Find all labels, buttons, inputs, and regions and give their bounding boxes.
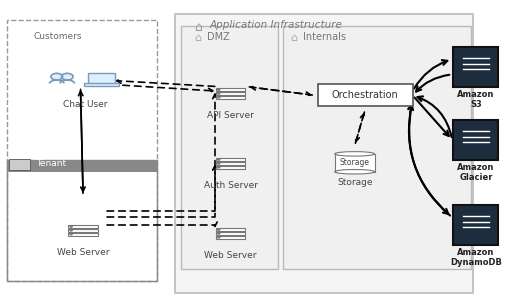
Bar — [216, 162, 245, 165]
Text: DMZ: DMZ — [207, 33, 230, 42]
Text: Amazon
Glacier: Amazon Glacier — [457, 163, 494, 182]
Text: ⌂: ⌂ — [194, 33, 201, 43]
Bar — [10, 159, 30, 170]
Text: Tenant: Tenant — [36, 159, 66, 168]
Bar — [284, 26, 471, 269]
Circle shape — [70, 226, 72, 227]
Text: Customers: Customers — [33, 32, 82, 41]
Text: Internals: Internals — [303, 33, 346, 42]
Text: Auth Server: Auth Server — [204, 181, 258, 190]
Text: Web Server: Web Server — [205, 251, 257, 260]
Circle shape — [218, 97, 220, 98]
Circle shape — [218, 233, 220, 234]
Text: API Server: API Server — [207, 111, 254, 120]
Circle shape — [218, 159, 220, 160]
Bar — [7, 20, 157, 281]
Bar — [216, 228, 245, 231]
Circle shape — [218, 93, 220, 94]
Circle shape — [51, 73, 63, 80]
Bar — [216, 236, 245, 239]
Text: Storage: Storage — [337, 178, 373, 187]
Text: ⌂: ⌂ — [194, 21, 202, 34]
Bar — [68, 225, 98, 228]
Bar — [335, 154, 375, 172]
Text: Amazon
S3: Amazon S3 — [457, 90, 494, 109]
Text: Web Server: Web Server — [57, 248, 109, 257]
Circle shape — [218, 163, 220, 164]
Circle shape — [61, 73, 73, 80]
Text: Chat User: Chat User — [64, 100, 108, 109]
Circle shape — [218, 167, 220, 168]
Circle shape — [70, 230, 72, 231]
Bar — [181, 26, 278, 269]
Bar — [216, 232, 245, 235]
Bar — [7, 160, 157, 281]
Bar — [216, 88, 245, 91]
FancyBboxPatch shape — [317, 84, 413, 106]
Circle shape — [218, 89, 220, 90]
Bar — [454, 120, 498, 160]
Ellipse shape — [335, 169, 375, 174]
Bar — [454, 205, 498, 245]
Bar — [216, 166, 245, 169]
Circle shape — [218, 237, 220, 238]
Bar — [7, 160, 157, 172]
Text: Amazon
DynamoDB: Amazon DynamoDB — [450, 248, 502, 267]
Bar — [68, 233, 98, 236]
Bar — [87, 73, 116, 84]
Circle shape — [70, 234, 72, 235]
Circle shape — [218, 229, 220, 230]
Bar — [68, 229, 98, 232]
Bar — [216, 158, 245, 161]
Bar — [216, 92, 245, 95]
Bar — [454, 47, 498, 87]
Ellipse shape — [335, 152, 375, 156]
Text: Orchestration: Orchestration — [332, 90, 399, 100]
Text: Application Infrastructure: Application Infrastructure — [210, 20, 342, 30]
Bar — [84, 83, 119, 86]
Bar — [175, 14, 473, 293]
Text: Storage: Storage — [340, 158, 369, 167]
Bar — [216, 96, 245, 99]
Text: ⌂: ⌂ — [290, 33, 297, 43]
